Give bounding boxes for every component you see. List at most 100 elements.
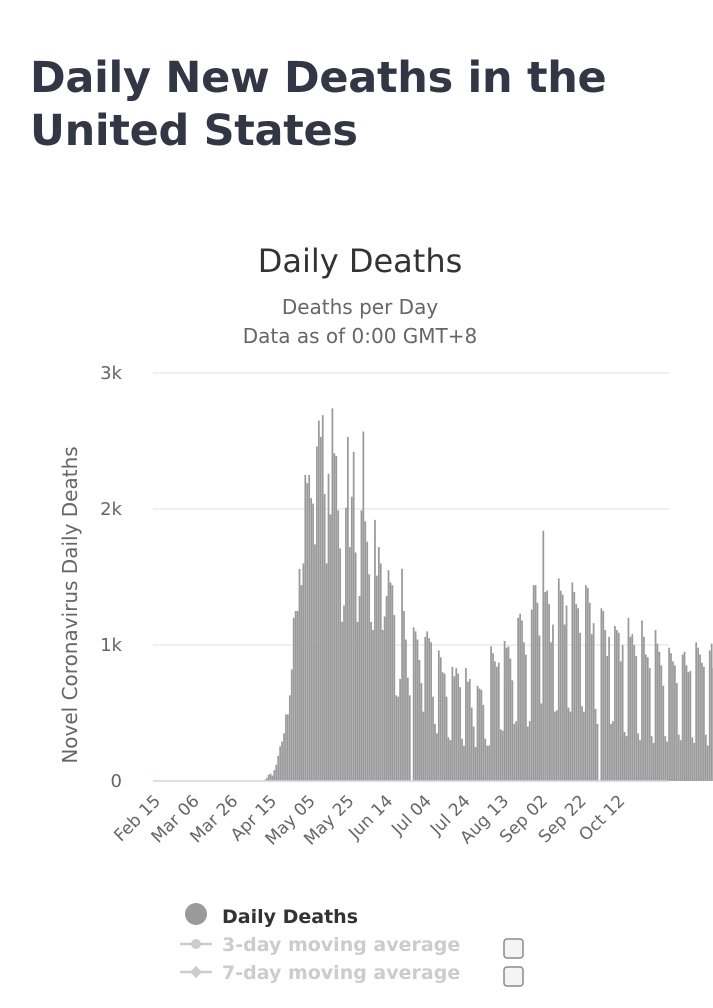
- bar-daily-deaths[interactable]: [637, 733, 639, 781]
- bar-daily-deaths[interactable]: [515, 721, 518, 781]
- bar-daily-deaths[interactable]: [561, 594, 564, 781]
- bar-daily-deaths[interactable]: [534, 585, 537, 781]
- bar-daily-deaths[interactable]: [540, 703, 543, 781]
- bar-daily-deaths[interactable]: [509, 658, 512, 781]
- bar-daily-deaths[interactable]: [658, 651, 661, 781]
- bar-daily-deaths[interactable]: [416, 639, 419, 781]
- bar-daily-deaths[interactable]: [496, 666, 498, 781]
- bar-daily-deaths[interactable]: [644, 654, 647, 781]
- bar-daily-deaths[interactable]: [604, 630, 607, 781]
- bar-daily-deaths[interactable]: [681, 654, 684, 781]
- legend-item-daily-deaths[interactable]: Daily Deaths: [185, 903, 358, 928]
- bar-daily-deaths[interactable]: [374, 519, 376, 781]
- bar-daily-deaths[interactable]: [569, 711, 572, 781]
- bar-daily-deaths[interactable]: [323, 494, 326, 781]
- bar-daily-deaths[interactable]: [377, 547, 380, 781]
- bar-daily-deaths[interactable]: [466, 681, 469, 781]
- bar-daily-deaths[interactable]: [499, 729, 502, 781]
- legend-checkbox-7-day[interactable]: [503, 966, 524, 987]
- bar-daily-deaths[interactable]: [358, 596, 361, 781]
- bar-daily-deaths[interactable]: [408, 695, 411, 781]
- bar-daily-deaths[interactable]: [312, 503, 314, 781]
- bar-daily-deaths[interactable]: [453, 676, 456, 781]
- bar-daily-deaths[interactable]: [550, 642, 552, 781]
- bar-daily-deaths[interactable]: [492, 653, 494, 781]
- bar-daily-deaths[interactable]: [544, 591, 547, 781]
- bar-daily-deaths[interactable]: [356, 621, 359, 781]
- bar-daily-deaths[interactable]: [501, 730, 504, 781]
- bar-daily-deaths[interactable]: [664, 736, 667, 781]
- bar-daily-deaths[interactable]: [575, 604, 578, 781]
- bar-daily-deaths[interactable]: [296, 611, 299, 781]
- bar-daily-deaths[interactable]: [691, 737, 694, 781]
- bar-daily-deaths[interactable]: [474, 747, 477, 781]
- bar-daily-deaths[interactable]: [670, 653, 672, 781]
- bar-daily-deaths[interactable]: [298, 568, 301, 781]
- bar-daily-deaths[interactable]: [677, 734, 680, 781]
- bar-daily-deaths[interactable]: [290, 669, 293, 781]
- bar-daily-deaths[interactable]: [387, 570, 390, 781]
- legend-item-3-day-moving-average[interactable]: 3-day moving average: [180, 934, 524, 959]
- bar-daily-deaths[interactable]: [610, 723, 612, 781]
- bar-daily-deaths[interactable]: [708, 650, 711, 781]
- bar-daily-deaths[interactable]: [302, 563, 305, 781]
- bar-daily-deaths[interactable]: [310, 498, 312, 781]
- bar-daily-deaths[interactable]: [703, 666, 705, 781]
- bar-daily-deaths[interactable]: [379, 563, 382, 781]
- bar-daily-deaths[interactable]: [602, 611, 605, 781]
- bar-daily-deaths[interactable]: [494, 661, 496, 781]
- bar-daily-deaths[interactable]: [666, 741, 669, 781]
- bar-daily-deaths[interactable]: [327, 473, 330, 781]
- legend-checkbox-3-day[interactable]: [503, 938, 524, 959]
- bar-daily-deaths[interactable]: [455, 668, 458, 781]
- bar-daily-deaths[interactable]: [445, 696, 448, 781]
- bar-daily-deaths[interactable]: [536, 602, 539, 781]
- bar-daily-deaths[interactable]: [331, 408, 334, 781]
- bar-daily-deaths[interactable]: [546, 590, 549, 781]
- bar-daily-deaths[interactable]: [619, 661, 622, 781]
- bar-daily-deaths[interactable]: [701, 662, 703, 781]
- bar-daily-deaths[interactable]: [285, 714, 287, 781]
- bar-daily-deaths[interactable]: [600, 608, 603, 781]
- bar-daily-deaths[interactable]: [283, 733, 285, 781]
- bar-daily-deaths[interactable]: [652, 742, 655, 781]
- bar-daily-deaths[interactable]: [343, 605, 345, 781]
- bar-daily-deaths[interactable]: [629, 636, 632, 781]
- bar-daily-deaths[interactable]: [348, 547, 351, 781]
- bar-daily-deaths[interactable]: [441, 672, 444, 781]
- bar-daily-deaths[interactable]: [679, 740, 682, 781]
- bar-daily-deaths[interactable]: [683, 651, 686, 781]
- bar-daily-deaths[interactable]: [579, 632, 581, 781]
- bar-daily-deaths[interactable]: [354, 552, 357, 781]
- bar-daily-deaths[interactable]: [269, 773, 272, 781]
- bar-daily-deaths[interactable]: [406, 677, 409, 781]
- bar-daily-deaths[interactable]: [350, 496, 353, 781]
- bar-daily-deaths[interactable]: [277, 755, 280, 781]
- bar-daily-deaths[interactable]: [376, 575, 378, 781]
- bar-daily-deaths[interactable]: [699, 654, 701, 781]
- bar-daily-deaths[interactable]: [490, 646, 492, 781]
- bar-daily-deaths[interactable]: [279, 746, 282, 781]
- bar-daily-deaths[interactable]: [480, 689, 483, 781]
- bar-daily-deaths[interactable]: [422, 711, 425, 781]
- bar-daily-deaths[interactable]: [437, 650, 440, 781]
- bar-daily-deaths[interactable]: [432, 696, 434, 781]
- bar-daily-deaths[interactable]: [341, 621, 343, 781]
- bar-daily-deaths[interactable]: [434, 723, 436, 781]
- bar-daily-deaths[interactable]: [294, 611, 297, 781]
- bar-daily-deaths[interactable]: [316, 446, 318, 781]
- bar-daily-deaths[interactable]: [503, 640, 506, 781]
- bar-daily-deaths[interactable]: [577, 608, 580, 781]
- bar-daily-deaths[interactable]: [627, 617, 630, 781]
- bar-daily-deaths[interactable]: [347, 436, 349, 781]
- bar-daily-deaths[interactable]: [674, 665, 676, 781]
- bar-daily-deaths[interactable]: [321, 415, 324, 781]
- bar-daily-deaths[interactable]: [507, 646, 510, 781]
- bar-daily-deaths[interactable]: [650, 736, 653, 781]
- bar-daily-deaths[interactable]: [325, 563, 328, 781]
- bar-daily-deaths[interactable]: [465, 668, 467, 781]
- bar-daily-deaths[interactable]: [588, 602, 591, 781]
- bar-daily-deaths[interactable]: [563, 624, 566, 781]
- bar-daily-deaths[interactable]: [685, 665, 688, 781]
- bar-daily-deaths[interactable]: [275, 764, 278, 781]
